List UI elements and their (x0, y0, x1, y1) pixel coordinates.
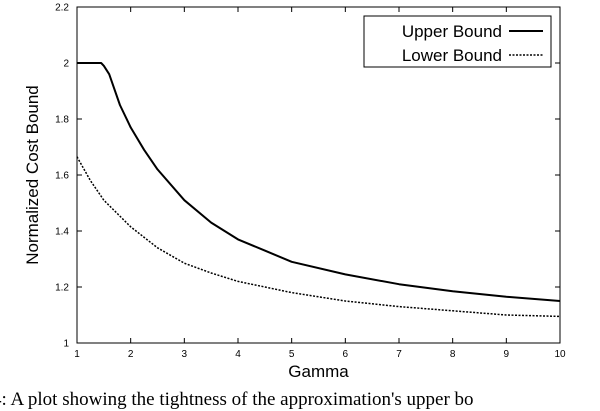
y-tick-label: 1 (63, 339, 69, 350)
x-tick-label: 6 (343, 349, 349, 360)
y-tick-label: 2.2 (55, 3, 69, 14)
legend-label-upper-bound: Upper Bound (402, 22, 502, 41)
x-tick-label: 8 (450, 349, 456, 360)
x-tick-label: 4 (235, 349, 241, 360)
series-layer (76, 62, 561, 318)
series-line-lower-bound (76, 156, 561, 318)
x-tick-label: 5 (289, 349, 295, 360)
series-line-upper-bound (77, 62, 561, 302)
y-axis-title: Normalized Cost Bound (23, 85, 42, 265)
figure-caption: 4: A plot showing the tightness of the a… (0, 389, 474, 410)
x-tick-label: 2 (128, 349, 134, 360)
y-tick-label: 1.4 (55, 227, 69, 238)
x-tick-label: 3 (182, 349, 188, 360)
legend: Upper Bound Lower Bound (363, 15, 552, 68)
y-tick-label: 1.8 (55, 115, 69, 126)
legend-label-lower-bound: Lower Bound (402, 46, 502, 65)
y-tick-label: 1.2 (55, 283, 69, 294)
y-tick-label: 2 (63, 59, 69, 70)
x-tick-label: 10 (554, 349, 566, 360)
y-tick-label: 1.6 (55, 171, 69, 182)
x-tick-label: 9 (504, 349, 510, 360)
x-tick-label: 7 (396, 349, 402, 360)
x-axis-title: Gamma (288, 362, 349, 381)
x-tick-label: 1 (74, 349, 80, 360)
legend-box (363, 15, 552, 68)
plot-frame (76, 6, 561, 344)
